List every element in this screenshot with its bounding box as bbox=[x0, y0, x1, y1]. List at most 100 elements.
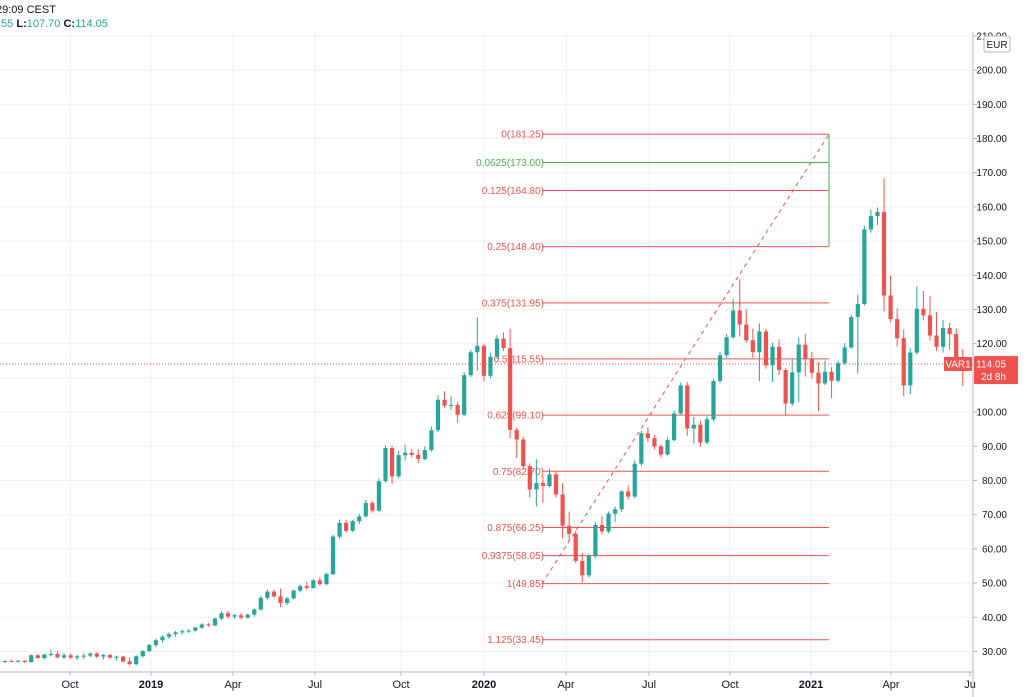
candle-body bbox=[350, 521, 355, 531]
candle-body bbox=[206, 624, 211, 626]
candle-body bbox=[370, 503, 375, 511]
low-label: L: bbox=[16, 18, 27, 30]
candle-body bbox=[521, 439, 526, 467]
candle-body bbox=[271, 591, 277, 597]
price-tick-label: 190.00 bbox=[976, 100, 1007, 111]
candle-body bbox=[665, 440, 670, 455]
candle-body bbox=[672, 413, 677, 441]
candle-body bbox=[724, 337, 729, 356]
candle-body bbox=[901, 338, 906, 386]
candle-body bbox=[448, 404, 454, 406]
candle-body bbox=[199, 624, 204, 628]
candle-body bbox=[914, 308, 919, 353]
candle-body bbox=[954, 334, 959, 358]
candle-body bbox=[22, 660, 27, 663]
candle-body bbox=[455, 404, 460, 415]
candle-body bbox=[186, 630, 191, 632]
candle-body bbox=[580, 560, 585, 576]
price-tick-label: 60.00 bbox=[982, 544, 1007, 555]
fib-level-label: 1(49.85) bbox=[507, 579, 544, 590]
currency-box bbox=[983, 35, 1011, 53]
candle-body bbox=[140, 651, 145, 657]
candle-body bbox=[908, 352, 913, 386]
candle-body bbox=[586, 556, 591, 576]
fib-level-label: 0.125(164.80) bbox=[482, 186, 544, 197]
symbol-tag bbox=[944, 357, 972, 372]
fib-level-label: 0.5(115.55) bbox=[494, 354, 544, 365]
candle-body bbox=[475, 345, 480, 353]
candle-body bbox=[750, 340, 755, 353]
candle-body bbox=[494, 338, 500, 357]
candle-body bbox=[763, 331, 769, 366]
candle-body bbox=[409, 452, 414, 455]
candle-body bbox=[383, 448, 388, 482]
candle-body bbox=[534, 482, 539, 490]
candle-body bbox=[48, 653, 54, 655]
last-price-badge bbox=[974, 356, 1018, 385]
candle-body bbox=[127, 661, 132, 665]
candle-body bbox=[61, 655, 67, 658]
candle-body bbox=[153, 640, 158, 646]
price-tick-label: 70.00 bbox=[982, 510, 1007, 521]
candle-body bbox=[704, 419, 710, 443]
candle-body bbox=[501, 338, 506, 349]
candle-body bbox=[422, 450, 427, 459]
candle-body bbox=[88, 653, 93, 656]
candle-body bbox=[29, 655, 34, 663]
price-tick-label: 90.00 bbox=[982, 442, 1007, 453]
price-tick-label: 180.00 bbox=[976, 134, 1007, 145]
candle-body bbox=[278, 596, 283, 603]
price-tick-label: 130.00 bbox=[976, 305, 1007, 316]
header-time: 29:09 CEST bbox=[0, 4, 56, 16]
candle-body bbox=[862, 229, 867, 305]
candle-body bbox=[403, 452, 408, 456]
fib-level-label: 0.625(99.10) bbox=[487, 411, 544, 422]
candle-body bbox=[881, 212, 887, 296]
candle-body bbox=[416, 454, 421, 459]
candle-body bbox=[337, 522, 342, 537]
candle-body bbox=[225, 613, 231, 617]
candle-body bbox=[376, 481, 382, 511]
candle-body bbox=[895, 319, 900, 339]
candle-body bbox=[514, 429, 519, 440]
candle-body bbox=[652, 438, 657, 447]
price-tick-label: 80.00 bbox=[982, 476, 1007, 487]
candle-body bbox=[435, 399, 441, 431]
candle-body bbox=[75, 656, 80, 658]
candle-body bbox=[193, 627, 198, 631]
candle-body bbox=[357, 516, 362, 522]
candle-body bbox=[626, 491, 631, 497]
candle-body bbox=[344, 522, 349, 531]
bar-countdown: 2d 8h bbox=[981, 372, 1006, 383]
price-tick-label: 170.00 bbox=[976, 168, 1007, 179]
price-tick-label: 100.00 bbox=[976, 408, 1007, 419]
candle-body bbox=[829, 371, 834, 381]
candle-body bbox=[573, 533, 578, 561]
candle-body bbox=[396, 455, 401, 477]
candle-body bbox=[311, 580, 316, 588]
candle-body bbox=[757, 331, 762, 353]
candle-body bbox=[180, 631, 185, 633]
candle-body bbox=[258, 597, 263, 610]
candle-body bbox=[593, 524, 598, 557]
candle-body bbox=[120, 656, 126, 662]
candle-body bbox=[173, 632, 178, 635]
candle-body bbox=[685, 385, 690, 429]
candle-body bbox=[691, 424, 696, 429]
candle-body bbox=[363, 503, 368, 517]
candle-body bbox=[166, 634, 172, 637]
candle-body bbox=[212, 618, 218, 626]
candle-body bbox=[219, 613, 224, 619]
candle-body bbox=[698, 424, 703, 443]
candle-body bbox=[324, 574, 329, 585]
time-tick-label: Apr bbox=[224, 679, 241, 691]
candle-body bbox=[809, 358, 814, 373]
price-tick-label: 30.00 bbox=[982, 647, 1007, 658]
candle-body bbox=[776, 346, 782, 371]
candle-body bbox=[284, 598, 290, 603]
candle-body bbox=[868, 216, 874, 230]
candle-body bbox=[468, 352, 473, 376]
price-tick-label: 150.00 bbox=[976, 237, 1007, 248]
time-tick-label: 2019 bbox=[139, 679, 163, 691]
